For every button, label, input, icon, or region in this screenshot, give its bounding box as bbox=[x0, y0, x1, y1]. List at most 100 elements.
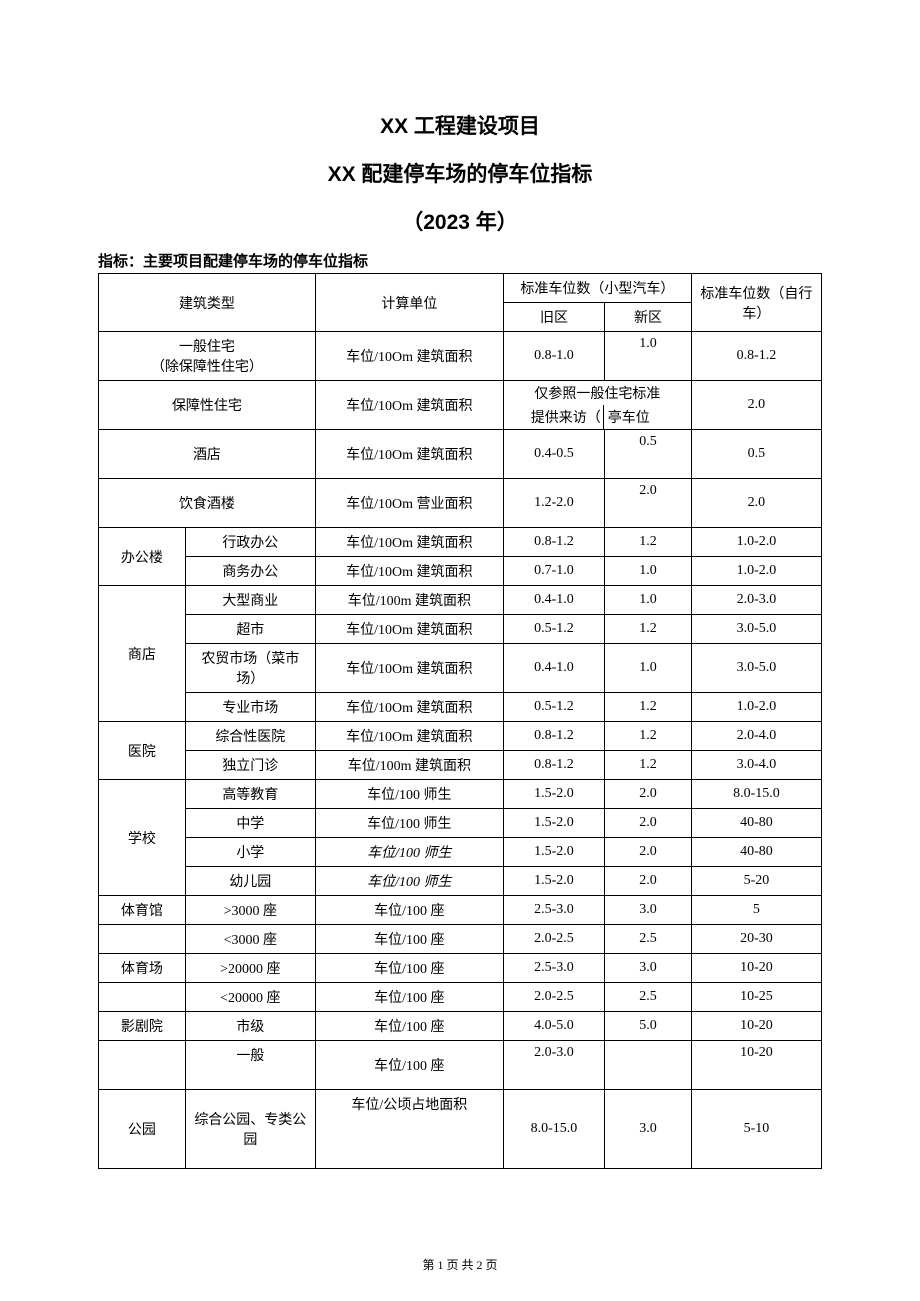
cell-unit: 车位/100 师生 bbox=[315, 809, 503, 838]
cell-group-empty bbox=[99, 925, 186, 954]
table-row: 体育馆 >3000 座 车位/100 座 2.5-3.0 3.0 5 bbox=[99, 896, 822, 925]
table-row: 保障性住宅 车位/10Om 建筑面积 仅参照一般住宅标准 提供来访（ 亭车位 2… bbox=[99, 381, 822, 430]
table-row: <3000 座 车位/100 座 2.0-2.5 2.5 20-30 bbox=[99, 925, 822, 954]
cell-unit: 车位/10Om 建筑面积 bbox=[315, 615, 503, 644]
table-row: 办公楼 行政办公 车位/10Om 建筑面积 0.8-1.2 1.2 1.0-2.… bbox=[99, 528, 822, 557]
table-row: 专业市场 车位/10Om 建筑面积 0.5-1.2 1.2 1.0-2.0 bbox=[99, 693, 822, 722]
cell-old: 2.0-2.5 bbox=[503, 925, 604, 954]
cell-new: 1.2 bbox=[605, 751, 692, 780]
cell-new: 1.2 bbox=[605, 615, 692, 644]
cell-old: 0.8-1.2 bbox=[503, 528, 604, 557]
parking-indicator-table: 建筑类型 计算单位 标准车位数（小型汽车） 标准车位数（自行车） 旧区 新区 一… bbox=[98, 273, 822, 1169]
th-small-car: 标准车位数（小型汽车） bbox=[503, 274, 691, 303]
indicator-label: 指标：主要项目配建停车场的停车位指标 bbox=[98, 250, 822, 271]
cell-new: 1.0 bbox=[605, 586, 692, 615]
cell-sub: >20000 座 bbox=[185, 954, 315, 983]
cell-category: 酒店 bbox=[99, 430, 316, 479]
cell-unit: 车位/公顷占地面积 bbox=[315, 1090, 503, 1169]
table-row: 饮食酒楼 车位/10Om 营业面积 1.2-2.0 2.0 2.0 bbox=[99, 479, 822, 528]
cell-new: 2.0 bbox=[605, 867, 692, 896]
cell-unit: 车位/10Om 建筑面积 bbox=[315, 557, 503, 586]
cell-bike: 3.0-5.0 bbox=[691, 644, 821, 693]
cell-group: 影剧院 bbox=[99, 1012, 186, 1041]
cell-old: 0.4-0.5 bbox=[503, 430, 604, 479]
table-row: 商务办公 车位/10Om 建筑面积 0.7-1.0 1.0 1.0-2.0 bbox=[99, 557, 822, 586]
cell-unit: 车位/100m 建筑面积 bbox=[315, 586, 503, 615]
table-row: 一般住宅 （除保障性住宅） 车位/10Om 建筑面积 0.8-1.0 1.0 0… bbox=[99, 332, 822, 381]
cell-new: 2.0 bbox=[605, 809, 692, 838]
cell-group-empty bbox=[99, 983, 186, 1012]
cell-bike: 1.0-2.0 bbox=[691, 557, 821, 586]
cell-bike: 3.0-5.0 bbox=[691, 615, 821, 644]
cell-sub: 综合公园、专类公园 bbox=[185, 1090, 315, 1169]
cell-old: 8.0-15.0 bbox=[503, 1090, 604, 1169]
cell-group: 商店 bbox=[99, 586, 186, 722]
title-line-3: （2023 年） bbox=[98, 206, 822, 236]
title-line-1: XX 工程建设项目 bbox=[98, 110, 822, 140]
cell-old: 0.8-1.2 bbox=[503, 722, 604, 751]
cell-old: 0.4-1.0 bbox=[503, 644, 604, 693]
cell-unit: 车位/100 座 bbox=[315, 1012, 503, 1041]
cell-bike: 0.8-1.2 bbox=[691, 332, 821, 381]
table-row: 独立门诊 车位/100m 建筑面积 0.8-1.2 1.2 3.0-4.0 bbox=[99, 751, 822, 780]
cell-group: 学校 bbox=[99, 780, 186, 896]
cell-unit: 车位/100 座 bbox=[315, 954, 503, 983]
cell-bike: 0.5 bbox=[691, 430, 821, 479]
cell-bike: 1.0-2.0 bbox=[691, 693, 821, 722]
table-row: 小学 车位/100 师生 1.5-2.0 2.0 40-80 bbox=[99, 838, 822, 867]
cell-new: 1.2 bbox=[605, 722, 692, 751]
cell-sub: 行政办公 bbox=[185, 528, 315, 557]
cell-new: 3.0 bbox=[605, 954, 692, 983]
cell-unit: 车位/10Om 建筑面积 bbox=[315, 381, 503, 430]
cell-bike: 40-80 bbox=[691, 809, 821, 838]
cell-group: 办公楼 bbox=[99, 528, 186, 586]
cell-old: 1.5-2.0 bbox=[503, 780, 604, 809]
cell-sub: 小学 bbox=[185, 838, 315, 867]
table-row: 超市 车位/10Om 建筑面积 0.5-1.2 1.2 3.0-5.0 bbox=[99, 615, 822, 644]
cell-new: 1.0 bbox=[605, 644, 692, 693]
cell-category: 饮食酒楼 bbox=[99, 479, 316, 528]
cell-new: 3.0 bbox=[605, 1090, 692, 1169]
cell-bike: 5 bbox=[691, 896, 821, 925]
cell-unit: 车位/100 座 bbox=[315, 896, 503, 925]
cell-old: 0.7-1.0 bbox=[503, 557, 604, 586]
th-bike: 标准车位数（自行车） bbox=[691, 274, 821, 332]
cell-unit: 车位/10Om 建筑面积 bbox=[315, 528, 503, 557]
th-building-type: 建筑类型 bbox=[99, 274, 316, 332]
th-old-area: 旧区 bbox=[503, 303, 604, 332]
cell-new bbox=[605, 1041, 692, 1090]
cell-unit: 车位/100 师生 bbox=[315, 780, 503, 809]
cell-bike: 20-30 bbox=[691, 925, 821, 954]
table-row: 学校 高等教育 车位/100 师生 1.5-2.0 2.0 8.0-15.0 bbox=[99, 780, 822, 809]
title2-rest: 配建停车场的停车位指标 bbox=[356, 163, 593, 186]
title3-open: （ bbox=[402, 211, 423, 234]
table-row: 幼儿园 车位/100 师生 1.5-2.0 2.0 5-20 bbox=[99, 867, 822, 896]
cell-unit: 车位/10Om 建筑面积 bbox=[315, 644, 503, 693]
cell-new: 2.5 bbox=[605, 925, 692, 954]
table-row: 中学 车位/100 师生 1.5-2.0 2.0 40-80 bbox=[99, 809, 822, 838]
cell-group-empty bbox=[99, 1041, 186, 1090]
cell-group: 医院 bbox=[99, 722, 186, 780]
cell-group: 体育场 bbox=[99, 954, 186, 983]
cell-bike: 5-10 bbox=[691, 1090, 821, 1169]
cell-new: 2.5 bbox=[605, 983, 692, 1012]
cell-category: 一般住宅 （除保障性住宅） bbox=[99, 332, 316, 381]
cell-bike: 2.0 bbox=[691, 479, 821, 528]
cell-old: 2.0-2.5 bbox=[503, 983, 604, 1012]
cell-bike: 3.0-4.0 bbox=[691, 751, 821, 780]
page-footer: 第 1 页 共 2 页 bbox=[0, 1256, 920, 1273]
cell-new: 2.0 bbox=[605, 479, 692, 528]
title3-year: 2023 bbox=[423, 211, 470, 234]
document-page: XX 工程建设项目 XX 配建停车场的停车位指标 （2023 年） 指标：主要项… bbox=[0, 0, 920, 1301]
cell-sub: <20000 座 bbox=[185, 983, 315, 1012]
title3-rest: 年） bbox=[470, 211, 518, 234]
cell-unit: 车位/10Om 营业面积 bbox=[315, 479, 503, 528]
cell-bike: 10-25 bbox=[691, 983, 821, 1012]
cell-old: 0.5-1.2 bbox=[503, 693, 604, 722]
cell-unit: 车位/10Om 建筑面积 bbox=[315, 693, 503, 722]
table-row: <20000 座 车位/100 座 2.0-2.5 2.5 10-25 bbox=[99, 983, 822, 1012]
table-row: 酒店 车位/10Om 建筑面积 0.4-0.5 0.5 0.5 bbox=[99, 430, 822, 479]
cell-unit: 车位/100 师生 bbox=[315, 838, 503, 867]
cell-sub: 商务办公 bbox=[185, 557, 315, 586]
cell-unit: 车位/100 师生 bbox=[315, 867, 503, 896]
